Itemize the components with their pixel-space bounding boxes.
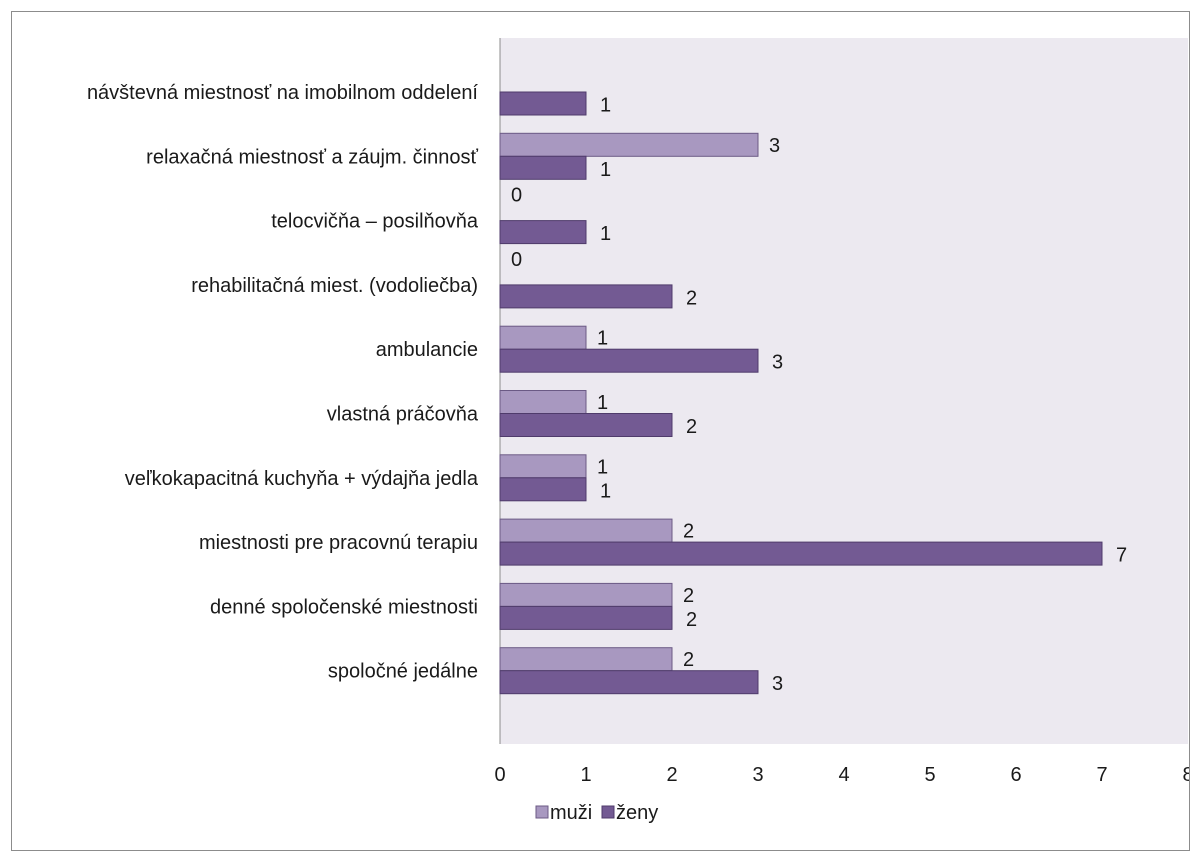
category-label: rehabilitačná miest. (vodoliečba): [191, 275, 478, 297]
legend-label: ženy: [616, 802, 658, 824]
bar-zeny: [499, 220, 587, 245]
bar-muzi: [499, 325, 587, 350]
category-label: vlastná práčovňa: [327, 404, 479, 426]
data-label-zeny: 3: [772, 352, 783, 374]
category-label: denné spoločenské miestnosti: [210, 596, 478, 618]
data-label-muzi: 2: [683, 521, 694, 543]
category-label: spoločné jedálne: [328, 661, 478, 683]
data-label-muzi: 2: [683, 585, 694, 607]
category-label: ambulancie: [376, 339, 478, 361]
data-label-muzi: 1: [597, 392, 608, 414]
category-label: miestnosti pre pracovnú terapiu: [199, 532, 478, 554]
bar-zeny: [499, 91, 587, 116]
bar-muzi: [499, 454, 587, 479]
category-label: relaxačná miestnosť a záujm. činnosť: [146, 146, 478, 168]
data-label-zeny: 2: [686, 416, 697, 438]
data-label-zeny: 7: [1116, 545, 1127, 567]
data-label-zeny: 3: [772, 673, 783, 695]
x-tick-label: 2: [666, 764, 677, 786]
chart-frame: návštevná miestnosť na imobilnom oddelen…: [11, 11, 1190, 851]
data-label-zeny: 1: [600, 95, 611, 117]
x-tick-label: 7: [1096, 764, 1107, 786]
bar-muzi: [499, 582, 673, 607]
x-tick-label: 5: [924, 764, 935, 786]
bar-zeny: [499, 541, 1103, 566]
x-tick-label: 3: [752, 764, 763, 786]
data-label-zeny: 1: [600, 223, 611, 245]
category-label: návštevná miestnosť na imobilnom oddelen…: [87, 82, 478, 104]
bar-zeny: [499, 284, 673, 309]
data-label-zeny: 1: [600, 159, 611, 181]
data-label-muzi: 1: [597, 328, 608, 350]
x-tick-label: 6: [1010, 764, 1021, 786]
data-label-muzi: 1: [597, 456, 608, 478]
data-label-muzi: 0: [511, 249, 522, 271]
x-tick-label: 4: [838, 764, 849, 786]
bar-muzi: [499, 132, 759, 157]
x-tick-label: 0: [494, 764, 505, 786]
bar-muzi: [499, 647, 673, 672]
data-label-muzi: 3: [769, 135, 780, 157]
bar-zeny: [499, 670, 759, 695]
category-label: veľkokapacitná kuchyňa + výdajňa jedla: [125, 468, 479, 490]
data-label-zeny: 1: [600, 480, 611, 502]
data-label-muzi: 0: [511, 185, 522, 207]
bar-zeny: [499, 477, 587, 502]
legend: muži ženy: [535, 802, 658, 824]
bar-zeny: [499, 413, 673, 437]
bar-muzi: [499, 390, 587, 414]
category-label: telocvičňa – posilňovňa: [271, 211, 479, 233]
bar-zeny: [499, 348, 759, 373]
legend-label: muži: [550, 802, 592, 824]
x-tick-label: 8: [1182, 764, 1189, 786]
x-tick-label: 1: [580, 764, 591, 786]
data-label-zeny: 2: [686, 609, 697, 631]
bar-chart: návštevná miestnosť na imobilnom oddelen…: [87, 38, 1189, 824]
legend-swatch: [601, 805, 615, 819]
legend-swatch: [535, 805, 549, 819]
bar-zeny: [499, 605, 673, 630]
data-label-zeny: 2: [686, 287, 697, 309]
bar-zeny: [499, 155, 587, 180]
data-label-muzi: 2: [683, 649, 694, 671]
bar-muzi: [499, 518, 673, 543]
